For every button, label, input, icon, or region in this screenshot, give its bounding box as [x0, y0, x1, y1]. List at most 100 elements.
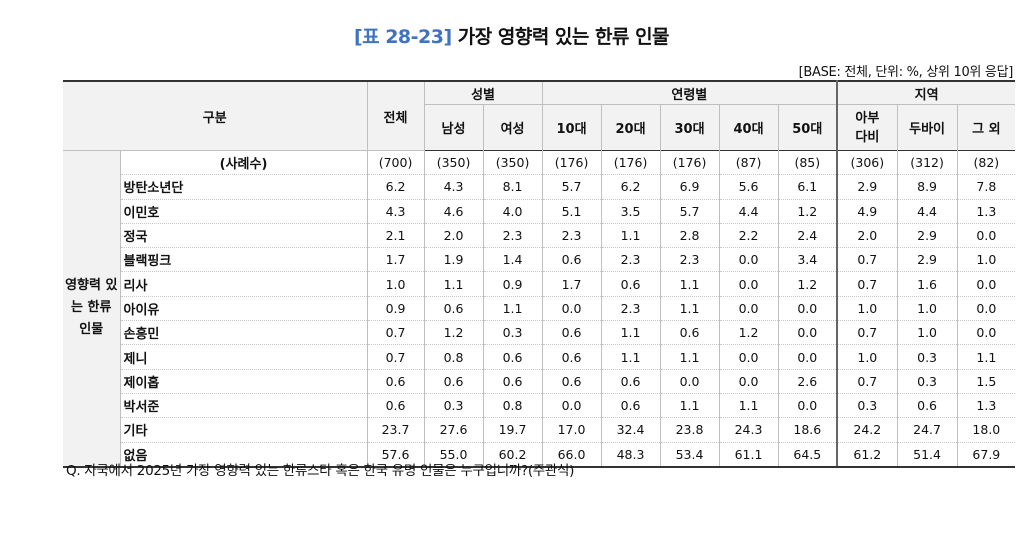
value-cell: 0.0	[718, 271, 779, 297]
count-row: 영향력 있는 한류 인물 (사례수) (700) (350) (350) (176)(…	[63, 150, 1016, 468]
header-abudhabi: 아부 다비	[836, 104, 898, 151]
value-cell: 0.8	[482, 393, 543, 419]
row-label: 블랙핑크	[119, 247, 368, 273]
value-cell: 3.5	[600, 199, 661, 224]
table-header: 구분 전체 성별 연령별 지역 남성 여성 10대 20대 30대 40대 50…	[63, 81, 1016, 151]
value-cell: 0.0	[777, 320, 838, 346]
value-cell: 0.9	[366, 296, 425, 322]
count-cell: (176)	[600, 150, 661, 176]
table-row: 정국 2.1 2.0 2.3 2.3 1.1 2.8 2.2 2.4 2.0 2.9 0.0	[63, 223, 1016, 249]
value-cell: 24.2	[836, 417, 898, 443]
table-row: 박서준 0.6 0.3 0.8 0.0 0.6 1.1 1.1 0.0 0.3 0.6 1.3	[63, 393, 1016, 419]
table-title: [표 28-23] 가장 영향력 있는 한류 인물	[0, 22, 1023, 49]
value-cell: 6.9	[659, 174, 720, 200]
value-cell: 2.0	[836, 223, 898, 249]
header-other: 그 외	[956, 104, 1016, 151]
value-cell: 0.6	[366, 369, 425, 394]
value-cell: 0.6	[366, 393, 425, 419]
value-cell: 1.0	[956, 247, 1016, 273]
value-cell: 6.1	[777, 174, 838, 200]
value-cell: 0.6	[896, 393, 958, 419]
value-cell: 1.0	[836, 344, 898, 370]
value-cell: 2.3	[600, 247, 661, 273]
header-total: 전체	[366, 81, 425, 151]
value-cell: 0.6	[600, 369, 661, 394]
value-cell: 1.1	[482, 296, 543, 322]
data-table: 구분 전체 성별 연령별 지역 남성 여성 10대 20대 30대 40대 50…	[63, 80, 1016, 468]
value-cell: 27.6	[423, 417, 484, 443]
value-cell: 2.0	[423, 223, 484, 249]
value-cell: 60.2	[482, 442, 543, 468]
value-cell: 0.3	[482, 320, 543, 346]
value-cell: 24.3	[718, 417, 779, 443]
header-age-30s: 30대	[659, 104, 720, 151]
value-cell: 0.0	[777, 393, 838, 419]
count-cell: (176)	[659, 150, 720, 176]
value-cell: 8.1	[482, 174, 543, 200]
question-note: Q. 자국에서 2025년 가장 영향력 있는 한류스타 혹은 한국 유명 인물…	[66, 463, 575, 479]
row-label: 없음	[119, 442, 368, 468]
value-cell: 0.7	[366, 320, 425, 346]
value-cell: 5.1	[541, 199, 602, 224]
value-cell: 0.0	[541, 393, 602, 419]
value-cell: 0.6	[659, 320, 720, 346]
row-label: 제이홉	[119, 369, 368, 394]
table-row: 기타 23.7 27.6 19.7 17.0 32.4 23.8 24.3 18.6 24.2 24…	[63, 417, 1016, 443]
value-cell: 1.4	[482, 247, 543, 273]
header-region: 지역	[836, 81, 1016, 105]
value-cell: 53.4	[659, 442, 720, 468]
value-cell: 24.7	[896, 417, 958, 443]
count-cell: (700)	[366, 150, 425, 176]
value-cell: 6.2	[366, 174, 425, 200]
row-label: 이민호	[119, 199, 368, 224]
header-age: 연령별	[541, 81, 838, 105]
value-cell: 1.1	[659, 271, 720, 297]
value-cell: 4.3	[366, 199, 425, 224]
value-cell: 0.9	[482, 271, 543, 297]
header-female: 여성	[482, 104, 543, 151]
table-row: 제이홉 0.6 0.6 0.6 0.6 0.6 0.0 0.0 2.6 0.7 0.3 1.5	[63, 369, 1016, 394]
value-cell: 1.0	[896, 320, 958, 346]
table-row: 아이유 0.9 0.6 1.1 0.0 2.3 1.1 0.0 0.0 1.0 1.0 0.0	[63, 296, 1016, 322]
count-cell: (350)	[423, 150, 484, 176]
value-cell: 18.6	[777, 417, 838, 443]
row-label: 방탄소년단	[119, 174, 368, 200]
count-cell: (350)	[482, 150, 543, 176]
value-cell: 4.0	[482, 199, 543, 224]
value-cell: 0.6	[541, 369, 602, 394]
value-cell: 0.0	[718, 344, 779, 370]
value-cell: 0.0	[777, 296, 838, 322]
value-cell: 0.3	[423, 393, 484, 419]
header-abudhabi-line1: 아부	[855, 110, 880, 126]
value-cell: 2.3	[541, 223, 602, 249]
value-cell: 61.2	[836, 442, 898, 468]
row-label: 박서준	[119, 393, 368, 419]
count-cell: (306)	[836, 150, 898, 176]
value-cell: 0.0	[956, 223, 1016, 249]
value-cell: 0.6	[541, 320, 602, 346]
value-cell: 32.4	[600, 417, 661, 443]
table-row: 손흥민 0.7 1.2 0.3 0.6 1.1 0.6 1.2 0.0 0.7 1.0 0.0	[63, 320, 1016, 346]
value-cell: 1.0	[896, 296, 958, 322]
row-label: 정국	[119, 223, 368, 249]
value-cell: 1.1	[600, 223, 661, 249]
value-cell: 1.6	[896, 271, 958, 297]
value-cell: 2.6	[777, 369, 838, 394]
value-cell: 8.9	[896, 174, 958, 200]
value-cell: 0.6	[541, 247, 602, 273]
header-abudhabi-line2: 다비	[855, 129, 880, 145]
value-cell: 0.7	[836, 320, 898, 346]
value-cell: 2.9	[896, 247, 958, 273]
value-cell: 2.8	[659, 223, 720, 249]
value-cell: 1.5	[956, 369, 1016, 394]
value-cell: 2.3	[482, 223, 543, 249]
value-cell: 0.0	[956, 296, 1016, 322]
header-age-50s: 50대	[777, 104, 838, 151]
row-label: 기타	[119, 417, 368, 443]
value-cell: 1.0	[366, 271, 425, 297]
value-cell: 4.9	[836, 199, 898, 224]
header-age-40s: 40대	[718, 104, 779, 151]
value-cell: 0.0	[718, 296, 779, 322]
value-cell: 4.4	[896, 199, 958, 224]
value-cell: 1.1	[423, 271, 484, 297]
